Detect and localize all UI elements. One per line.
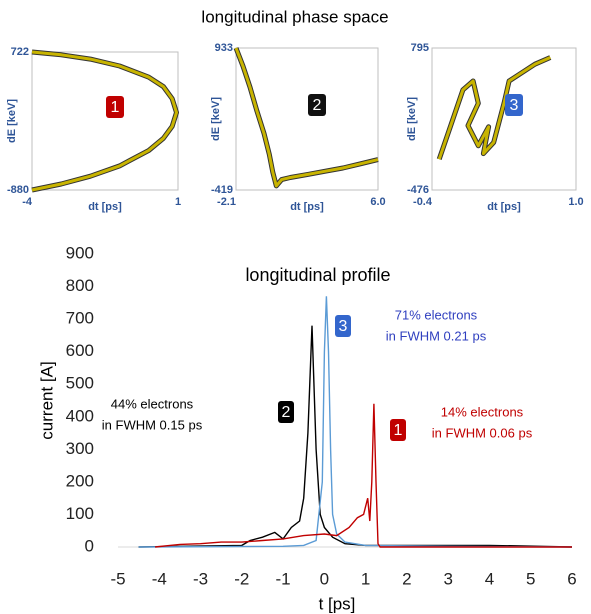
badge-label: 1 xyxy=(111,99,120,116)
x-tick-label: 0 xyxy=(320,569,329,588)
x-tick-label: 3 xyxy=(443,569,452,588)
y-tick-label: 933 xyxy=(215,42,233,54)
x-tick-label: 6 xyxy=(567,569,576,588)
y-tick-label: 900 xyxy=(66,243,94,262)
y-axis-label: dE [keV] xyxy=(6,99,18,143)
x-tick-label: -1 xyxy=(276,569,291,588)
badge-label: 2 xyxy=(282,404,291,421)
x-tick-label: 6.0 xyxy=(370,196,385,208)
phase-trace xyxy=(234,47,379,188)
x-tick-label: -2.1 xyxy=(217,196,236,208)
badge xyxy=(335,315,351,337)
badge xyxy=(106,96,124,118)
x-tick-label: -3 xyxy=(193,569,208,588)
x-tick-label: 1.0 xyxy=(568,196,583,208)
annotation: 44% electrons xyxy=(111,396,194,411)
badge xyxy=(308,94,326,116)
current-line xyxy=(155,403,572,548)
y-tick-label: 100 xyxy=(66,504,94,523)
annotation: in FWHM 0.06 ps xyxy=(432,425,533,440)
x-axis-label: dt [ps] xyxy=(290,201,324,213)
x-tick-label: -4 xyxy=(152,569,167,588)
y-axis-label: current [A] xyxy=(37,361,56,439)
figure-title: longitudinal phase space xyxy=(201,7,388,26)
panel-frame xyxy=(31,51,179,191)
badge-label: 3 xyxy=(339,318,348,335)
annotation: in FWHM 0.15 ps xyxy=(102,417,203,432)
panel-frame xyxy=(431,47,577,191)
y-tick-label: 0 xyxy=(85,536,94,555)
badge-label: 2 xyxy=(313,97,322,114)
x-tick-label: -0.4 xyxy=(413,196,433,208)
x-tick-label: 2 xyxy=(402,569,411,588)
y-tick-label: 200 xyxy=(66,471,94,490)
y-tick-label: 400 xyxy=(66,406,94,425)
y-tick-label: 795 xyxy=(411,42,429,54)
y-tick-label: -476 xyxy=(407,184,429,196)
badge xyxy=(505,94,523,116)
current-line xyxy=(138,296,573,548)
badge-label: 1 xyxy=(394,422,403,439)
annotation: 71% electrons xyxy=(395,307,478,322)
panel-frame xyxy=(235,47,379,191)
y-tick-label: 300 xyxy=(66,439,94,458)
y-tick-label: -419 xyxy=(211,184,233,196)
phase-outline xyxy=(31,49,179,193)
annotation: 14% electrons xyxy=(441,404,524,419)
x-tick-label: -4 xyxy=(22,196,33,208)
badge xyxy=(390,419,406,441)
badge-label: 3 xyxy=(510,97,519,114)
y-tick-label: 600 xyxy=(66,341,94,360)
y-tick-label: -880 xyxy=(7,184,29,196)
x-tick-label: 1 xyxy=(361,569,370,588)
x-tick-label: 5 xyxy=(526,569,535,588)
y-axis-label: dE [keV] xyxy=(406,97,418,141)
y-tick-label: 700 xyxy=(66,309,94,328)
x-tick-label: -5 xyxy=(110,569,125,588)
badge xyxy=(278,401,294,423)
annotation: in FWHM 0.21 ps xyxy=(386,328,487,343)
x-axis-label: dt [ps] xyxy=(487,201,521,213)
y-tick-label: 800 xyxy=(66,276,94,295)
phase-trace xyxy=(437,56,551,160)
x-tick-label: 4 xyxy=(485,569,494,588)
y-tick-label: 500 xyxy=(66,374,94,393)
y-tick-label: 722 xyxy=(11,46,29,58)
x-tick-label: 1 xyxy=(175,196,181,208)
chart-title: longitudinal profile xyxy=(245,265,390,285)
x-tick-label: -2 xyxy=(234,569,249,588)
phase-trace xyxy=(31,50,178,192)
x-axis-label: t [ps] xyxy=(319,594,356,613)
y-axis-label: dE [keV] xyxy=(210,97,222,141)
x-axis-label: dt [ps] xyxy=(88,201,122,213)
